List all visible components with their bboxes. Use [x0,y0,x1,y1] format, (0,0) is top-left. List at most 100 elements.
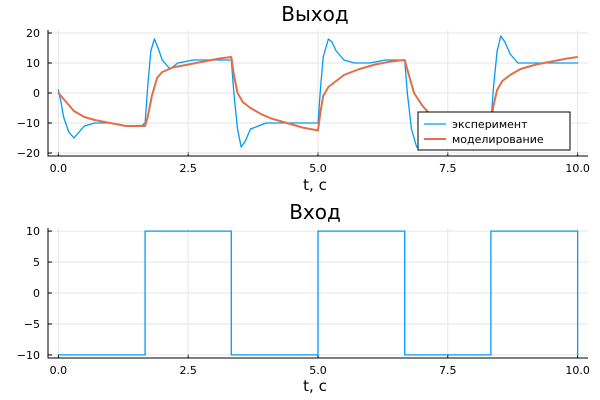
output-series-0-point [147,86,149,88]
output-series-1-point [509,74,511,76]
output-series-1-point [68,104,70,106]
output-series-1-point [94,119,96,121]
input-series-0-point [230,230,232,232]
input-x-tick-label: 2.5 [179,364,197,377]
output-series-1-point [319,110,322,112]
output-series-0-point [236,128,239,130]
output-series-1-point [551,60,553,63]
output-axes [47,30,588,157]
output-series-1-point [322,95,324,97]
output-series-0-point [244,140,246,142]
output-series-0-point [153,38,156,40]
output-series-1-point [270,117,272,120]
output-x-tick-label: 10.0 [565,162,590,175]
output-series-1-point [161,71,163,73]
output-series-0-point [161,59,163,61]
output-series-0-point [157,47,159,49]
output-series-1-point [358,68,361,70]
output-series-1-point [301,126,304,129]
output-series-0-point [78,131,80,133]
output-series-0-point [57,89,59,91]
output-series-1-point [335,80,337,82]
output-series-0-point [500,35,502,37]
output-series-1-point [156,77,158,79]
output-series-0-point [94,122,96,124]
output-plot-xlabel: t, с [303,176,327,194]
output-plot-title: Выход [281,2,348,26]
output-series-1-point [83,116,85,118]
output-series-1-point [249,107,252,109]
output-series-0-point [369,62,371,64]
output-series-0-point [577,62,579,64]
output-series-1-point [317,129,319,132]
input-series-0-point [144,354,146,356]
output-series-0-point [249,128,252,130]
output-series-1-point [172,66,174,69]
output-series-1-point [535,63,537,66]
output-series-0-point [509,53,511,55]
input-series-0-point [144,230,146,232]
legend: эксперимент моделирование [417,111,571,151]
output-series-1-point [203,60,205,63]
output-y-tick-label: −20 [17,147,40,160]
output-series-0-point [319,86,322,88]
output-series-1-point [233,74,235,76]
input-series-0-point [57,354,59,356]
output-series-0-point [301,122,304,124]
output-series-1-point [147,116,149,118]
output-series-0-point [265,122,267,124]
output-series-1-point [62,98,65,100]
output-series-0-point [73,137,75,139]
output-series-1-point [144,125,146,127]
output-series-1-point [218,57,220,60]
output-series-1-point [151,95,153,97]
output-series-1-point [404,59,406,61]
input-series-0-point [230,354,232,356]
output-x-tick-label: 5.0 [309,162,327,175]
input-series-0-point [490,354,492,356]
output-series-0-point [240,146,242,148]
output-plot: Выход t, с 0.0 2.5 5.0 7.5 10.0 −20 −10 0 10 20 эк… [17,2,590,194]
output-series-0-point [410,128,413,130]
output-series-0-point [525,62,527,64]
output-y-tick-label: −10 [17,117,40,130]
output-series-0-point [353,62,355,64]
input-series-0-point [577,230,579,232]
output-series-1-point [577,56,579,58]
input-series-0-point [490,230,492,232]
output-series-0-point [492,86,495,88]
output-series-1-point [519,68,522,70]
output-series-0-point [331,41,333,43]
output-series-1-point [236,92,239,94]
input-y-tick-label: 10 [26,225,40,238]
output-series-1-point [374,63,376,66]
output-series-0-point [62,116,65,118]
output-series-1-point [230,56,232,58]
input-x-tick-label: 0.0 [50,364,68,377]
input-plot: Вход t, с 0.0 2.5 5.0 7.5 10.0 −10 −5 0 5 10 [17,200,590,395]
output-series-1-point [125,125,127,127]
output-series-1-point [501,80,503,82]
output-series-0-point [343,59,345,61]
output-y-tick-label: 20 [26,27,40,40]
output-series-1-point [187,63,189,66]
output-x-tick-label: 0.0 [50,162,68,175]
input-series-0-point [577,354,579,356]
output-series-0-point [406,92,408,94]
input-y-tick-label: −5 [24,318,40,331]
output-series-0-point [150,50,152,52]
output-series-1-point [286,122,288,124]
output-series-1-point [496,89,498,91]
input-plot-xlabel: t, с [303,377,327,395]
input-x-tick-label: 10.0 [565,364,590,377]
output-series-1-point [413,92,415,94]
input-axes [47,228,588,359]
output-series-1-point [109,122,111,124]
output-series-1-point [566,57,568,60]
output-series-0-point [322,56,324,58]
output-series-1-point [57,92,59,94]
output-series-0-point [60,101,62,103]
output-series-0-point [384,59,387,61]
input-series-0-point [317,230,319,232]
